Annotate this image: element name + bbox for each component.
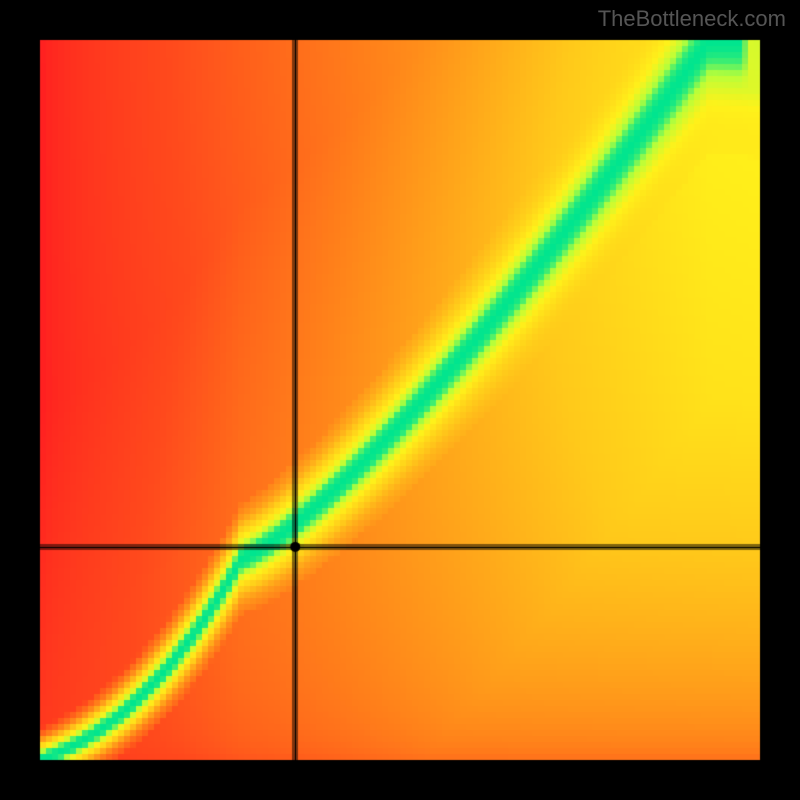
watermark-text: TheBottleneck.com — [598, 6, 786, 32]
chart-container: TheBottleneck.com — [0, 0, 800, 800]
heatmap-canvas — [0, 0, 800, 800]
